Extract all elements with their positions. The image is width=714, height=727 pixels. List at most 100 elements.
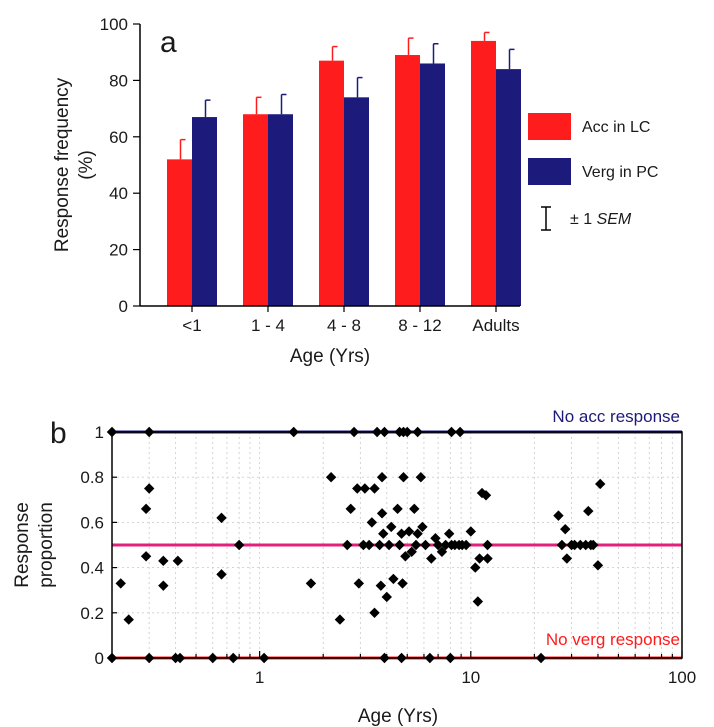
panel-a-label: a — [160, 26, 177, 59]
a-x-tick-label: 1 - 4 — [251, 316, 285, 335]
b-data-point — [472, 596, 484, 607]
b-data-point — [379, 652, 390, 664]
b-data-point — [397, 578, 408, 589]
b-data-point — [123, 614, 134, 625]
b-data-point — [325, 472, 337, 483]
b-data-point — [424, 652, 436, 664]
b-y-tick-label: 0.2 — [80, 604, 104, 623]
b-data-point — [172, 555, 184, 567]
b-data-point — [460, 539, 472, 551]
b-data-point — [454, 426, 466, 438]
a-y-tick-label: 40 — [109, 184, 128, 203]
b-data-point — [406, 546, 417, 557]
a-bar-verg — [268, 114, 293, 307]
a-bar-acc — [167, 159, 192, 306]
b-data-point — [106, 426, 118, 438]
a-bar-verg — [192, 117, 217, 306]
b-data-point — [216, 569, 227, 580]
b-data-point — [402, 426, 413, 438]
b-data-point — [398, 472, 409, 483]
b-data-point — [388, 573, 399, 585]
b-data-point — [359, 483, 371, 494]
b-data-point — [378, 528, 389, 539]
b-data-point — [353, 578, 365, 589]
a-x-axis-ticks: <1 1 - 4 4 - 8 8 - 12 Adults — [182, 306, 520, 335]
b-y-tick-label: 0.8 — [80, 468, 104, 487]
b-data-point — [446, 426, 457, 438]
b-data-point — [470, 562, 481, 573]
a-legend: Acc in LC Verg in PC ± 1 SEM — [528, 113, 658, 231]
b-data-point — [363, 539, 375, 551]
b-x-axis-label: Age (Yrs) — [358, 706, 438, 727]
b-data-point — [465, 526, 477, 537]
b-data-point — [482, 553, 493, 564]
b-data-point — [383, 539, 395, 551]
a-x-tick-label: 4 - 8 — [327, 316, 361, 335]
b-data-point — [143, 652, 155, 664]
b-data-point — [381, 591, 392, 603]
b-data-point — [392, 503, 403, 515]
b-data-point — [345, 503, 356, 515]
b-data-point — [396, 652, 407, 664]
a-y-axis-label-line1: Response frequency — [52, 77, 73, 252]
a-y-tick-label: 0 — [119, 297, 128, 316]
a-y-tick-label: 20 — [109, 241, 128, 260]
b-data-point — [334, 614, 346, 625]
b-data-point — [106, 652, 118, 664]
b-data-point — [556, 539, 568, 551]
b-data-point — [375, 580, 387, 591]
legend-label-sem: ± 1 SEM — [570, 211, 632, 228]
b-data-point — [417, 521, 428, 533]
b-data-point — [592, 560, 604, 571]
b-data-point — [595, 478, 606, 490]
b-axis-ticks: 0 0.2 0.4 0.6 0.8 1 1 10 100 — [80, 423, 696, 687]
b-data-point — [115, 578, 126, 589]
a-y-tick-label: 100 — [100, 15, 128, 34]
legend-errorbar-symbol — [541, 206, 551, 231]
a-y-axis-ticks: 0 20 40 60 80 100 — [100, 15, 140, 316]
a-y-axis-label-line2: (%) — [76, 150, 97, 180]
b-data-point — [258, 652, 270, 664]
b-data-point — [412, 426, 423, 438]
b-x-tick-label: 10 — [461, 668, 480, 687]
legend-swatch-acc — [528, 113, 571, 140]
b-data-point — [409, 503, 420, 515]
panel-b-label: b — [50, 417, 67, 450]
b-y-tick-label: 0.6 — [80, 513, 104, 532]
b-data-point — [376, 508, 388, 519]
b-data-point — [305, 578, 317, 589]
b-y-tick-label: 0 — [95, 649, 104, 668]
b-data-point — [366, 517, 378, 528]
b-data-point — [174, 652, 186, 664]
a-x-tick-label: 8 - 12 — [398, 316, 441, 335]
a-x-axis-label: Age (Yrs) — [290, 346, 370, 367]
b-x-tick-label: 1 — [255, 668, 264, 687]
b-data-point — [588, 539, 599, 551]
b-data-point — [560, 523, 571, 535]
b-data-point — [348, 426, 360, 438]
b-y-axis-label-line1: Response — [12, 502, 33, 588]
b-data-point — [143, 483, 155, 494]
b-data-point — [207, 652, 218, 664]
b-data-point — [430, 533, 441, 544]
b-data-point — [410, 539, 422, 551]
b-points — [106, 426, 606, 664]
b-data-point — [440, 539, 451, 551]
b-data-point — [575, 539, 586, 551]
a-bars — [167, 31, 521, 307]
b-data-point — [376, 472, 388, 483]
b-data-point — [374, 539, 385, 551]
legend-label-acc: Acc in LC — [582, 119, 650, 136]
b-data-point — [371, 426, 383, 438]
b-data-point — [553, 510, 564, 521]
b-y-tick-label: 1 — [95, 423, 104, 442]
b-data-point — [396, 528, 407, 539]
b-data-point — [482, 539, 493, 551]
a-y-tick-label: 60 — [109, 128, 128, 147]
b-data-point — [386, 521, 397, 533]
b-grid — [112, 432, 682, 658]
a-bar-acc — [319, 60, 344, 306]
b-data-point — [233, 539, 245, 551]
